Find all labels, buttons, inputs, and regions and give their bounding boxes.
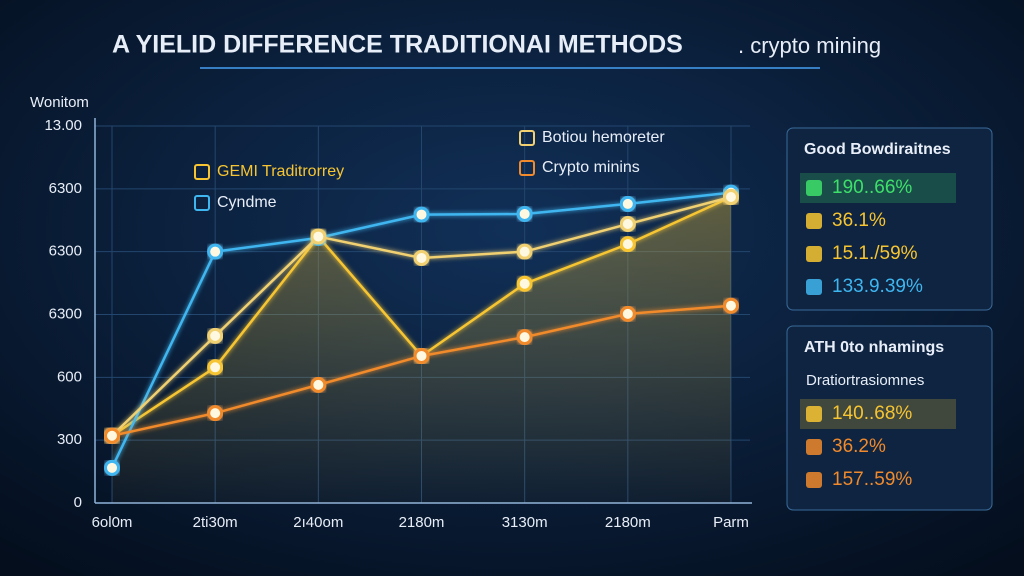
data-point [516, 243, 533, 260]
panel-subtitle: Dratiortrasiomnes [806, 372, 924, 389]
data-point [310, 228, 327, 245]
legend-label: Crypto minins [542, 159, 640, 176]
panel-value: 36.1% [832, 210, 886, 231]
data-point [104, 427, 120, 444]
panel [786, 325, 993, 511]
panel-value: 140..68% [832, 403, 912, 424]
row-icon [806, 180, 822, 196]
row-icon [806, 406, 822, 422]
data-point [207, 405, 224, 422]
data-point [104, 459, 120, 476]
data-point [310, 376, 327, 393]
row-icon [806, 213, 822, 229]
panel-title: ATH 0to nhamings [804, 339, 944, 356]
data-point [207, 359, 224, 376]
y-axis-title: Wonitom [30, 94, 89, 111]
legend-label: GEMI Traditrorrey [217, 163, 344, 180]
row-highlight [800, 399, 956, 429]
y-tick-label: 6300 [49, 180, 82, 197]
data-point [413, 347, 430, 364]
panel-value: 190..66% [832, 177, 912, 198]
legend-label: Botiou hemoreter [542, 129, 665, 146]
data-point [723, 189, 739, 206]
panel-value: 133.9.39% [832, 276, 923, 297]
row-highlight [800, 173, 956, 203]
row-icon [806, 246, 822, 262]
legend-swatch [194, 164, 210, 180]
panel-value: 15.1./59% [832, 243, 918, 264]
data-point [413, 249, 430, 266]
data-point [619, 305, 636, 322]
data-point [619, 236, 636, 253]
y-tick-label: 300 [57, 431, 82, 448]
y-tick-label: 6300 [49, 305, 82, 322]
x-tick-label: 2ı40om [293, 514, 343, 531]
x-tick-label: 2ti30m [193, 514, 238, 531]
chart-title: A YIELID DIFFERENCE TRADITIONAI METHODS [112, 31, 683, 59]
area [112, 197, 731, 504]
x-tick-label: 2180m [399, 514, 445, 531]
legend-label: Cyndme [217, 194, 277, 211]
row-icon [806, 472, 822, 488]
legend-swatch [519, 160, 535, 176]
row-icon [806, 279, 822, 295]
data-point [516, 275, 533, 292]
y-tick-label: 0 [74, 494, 82, 511]
data-point [207, 327, 224, 344]
x-tick-label: 3130m [502, 514, 548, 531]
legend-swatch [519, 130, 535, 146]
chart-subtitle: . crypto mining [738, 33, 881, 58]
row-icon [806, 439, 822, 455]
panel-value: 157..59% [832, 469, 912, 490]
panel-title: Good Bowdiraitnes [804, 141, 951, 158]
y-tick-label: 6300 [49, 243, 82, 260]
y-tick-label: 13.00 [44, 117, 82, 134]
data-point [723, 297, 739, 314]
panel [786, 127, 993, 311]
y-tick-label: 600 [57, 368, 82, 385]
data-point [413, 206, 430, 223]
data-point [516, 329, 533, 346]
data-point [516, 205, 533, 222]
x-tick-label: Parm [713, 514, 749, 531]
data-point [619, 195, 636, 212]
data-point [207, 243, 224, 260]
legend-swatch [194, 195, 210, 211]
x-tick-label: 2180m [605, 514, 651, 531]
panel-value: 36.2% [832, 436, 886, 457]
x-tick-label: 6ol0m [92, 514, 133, 531]
data-point [619, 216, 636, 233]
side-panels [786, 127, 993, 511]
